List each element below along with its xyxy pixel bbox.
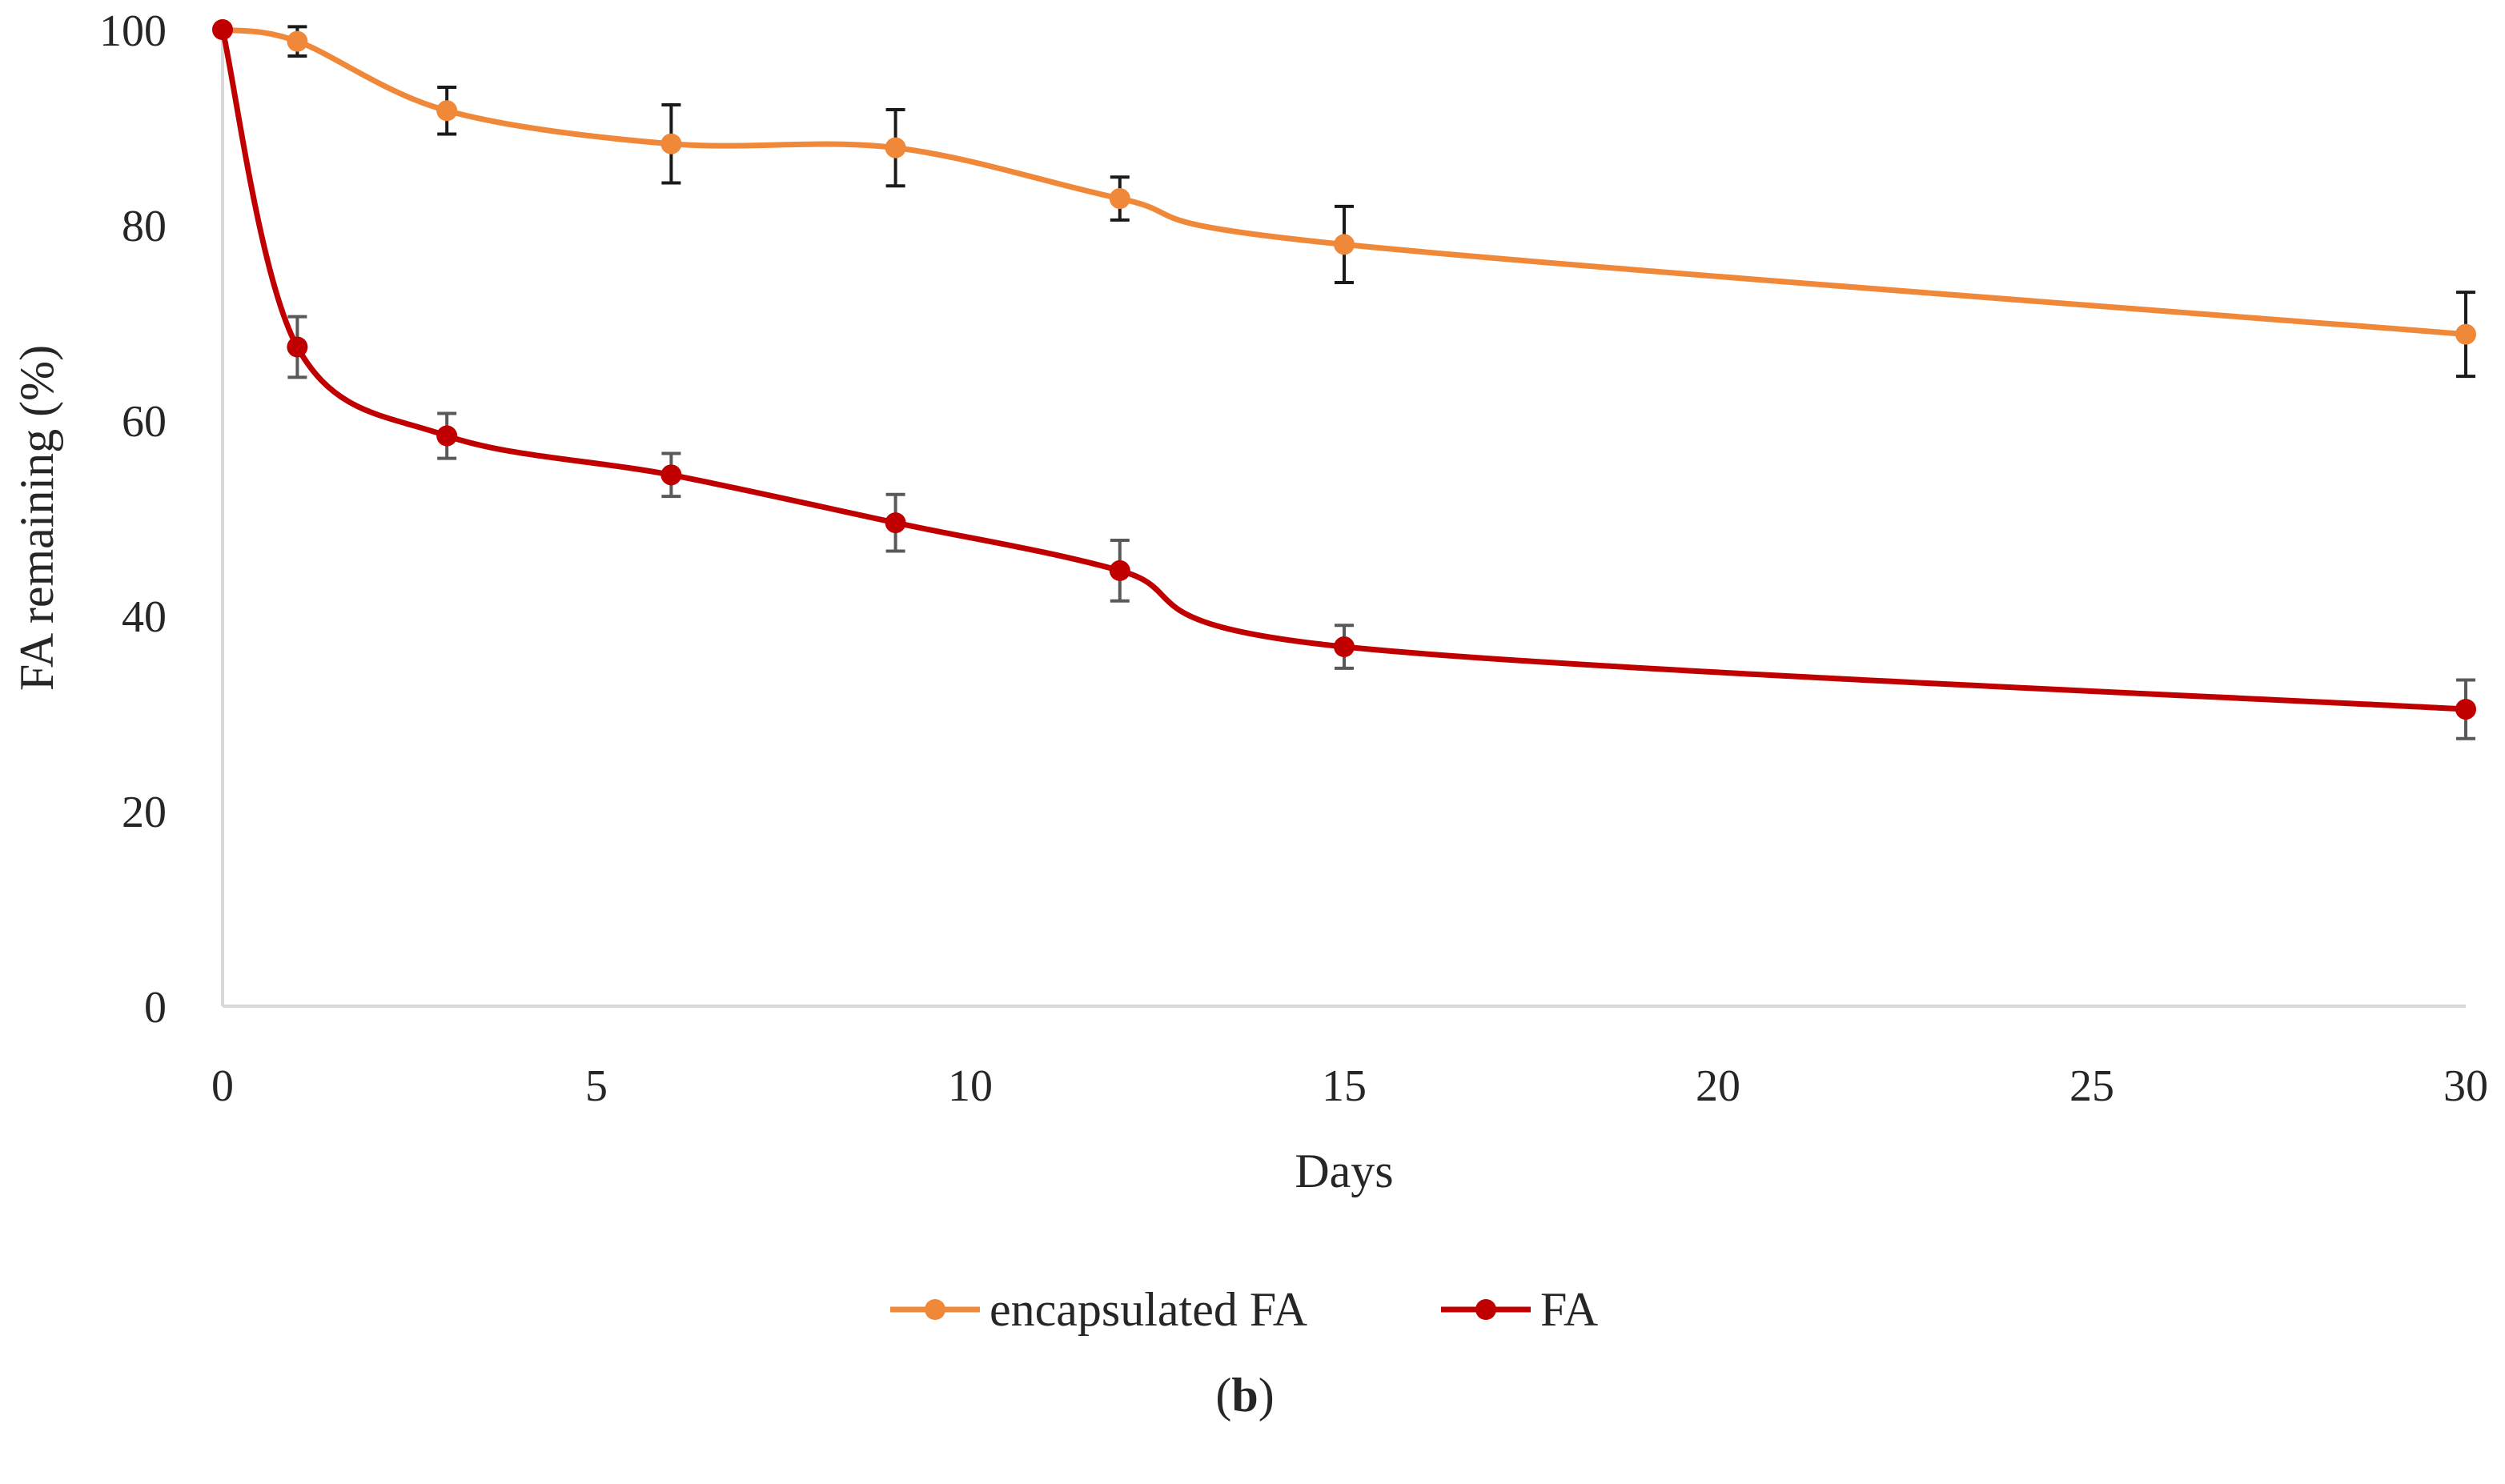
x-axis-title: Days	[1295, 1145, 1393, 1197]
y-tick-label: 20	[122, 788, 167, 837]
data-point	[436, 100, 458, 122]
data-point	[660, 133, 682, 154]
series-line	[219, 29, 2467, 712]
y-tick-labels: 0 20 40 60 80 100	[99, 6, 167, 1033]
legend-swatch-marker	[925, 1299, 945, 1320]
x-tick-label: 20	[1696, 1061, 1740, 1111]
x-tick-label: 30	[2443, 1061, 2488, 1111]
data-point	[1109, 560, 1130, 581]
data-point	[287, 30, 308, 52]
series-0	[212, 19, 2476, 379]
data-point	[660, 464, 682, 486]
legend-swatch-marker	[1475, 1299, 1496, 1320]
axes	[221, 30, 2466, 1008]
data-point	[885, 137, 906, 158]
x-tick-label: 0	[211, 1061, 234, 1111]
y-tick-label: 60	[122, 397, 167, 447]
data-point	[1334, 636, 1355, 658]
y-tick-label: 0	[144, 983, 167, 1033]
legend-label: FA	[1540, 1283, 1598, 1336]
y-tick-label: 40	[122, 592, 167, 642]
data-point	[1334, 234, 1355, 255]
x-tick-label: 5	[585, 1061, 608, 1111]
panel-label-close: )	[1259, 1369, 1275, 1422]
x-tick-labels: 0 5 10 15 20 25 30	[211, 1061, 2488, 1111]
y-tick-label: 80	[122, 202, 167, 251]
series-line	[222, 26, 2467, 338]
legend-item: encapsulated FA	[890, 1283, 1307, 1336]
x-tick-label: 15	[1322, 1061, 1367, 1111]
x-tick-label: 10	[948, 1061, 993, 1111]
data-point	[885, 512, 906, 534]
y-axis-title: FA remaining (%)	[10, 345, 63, 691]
panel-label: (b)	[1215, 1369, 1274, 1422]
panel-label-letter: b	[1231, 1369, 1258, 1422]
data-point	[212, 19, 233, 40]
data-point	[2455, 699, 2476, 720]
x-tick-label: 25	[2069, 1061, 2114, 1111]
y-tick-label: 100	[99, 6, 167, 56]
data-point	[1109, 188, 1130, 210]
data-point	[287, 336, 308, 358]
data-point	[2455, 323, 2476, 345]
legend-item: FA	[1441, 1283, 1598, 1336]
data-point	[436, 425, 458, 447]
series-1	[212, 19, 2476, 740]
legend-label: encapsulated FA	[990, 1283, 1307, 1336]
plot-area	[212, 19, 2476, 740]
legend: encapsulated FA FA	[890, 1283, 1598, 1336]
panel-label-open: (	[1215, 1369, 1231, 1422]
